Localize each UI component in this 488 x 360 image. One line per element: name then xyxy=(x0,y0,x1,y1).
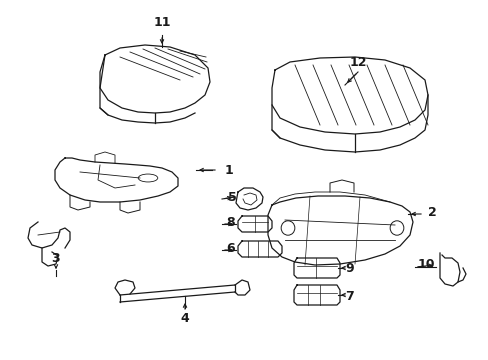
Text: 12: 12 xyxy=(348,55,366,68)
Text: 9: 9 xyxy=(345,261,353,274)
Text: 7: 7 xyxy=(345,289,353,302)
Text: 11: 11 xyxy=(153,15,170,28)
Text: 1: 1 xyxy=(224,163,233,176)
Text: 3: 3 xyxy=(52,252,60,265)
Text: 2: 2 xyxy=(427,206,436,219)
Text: 4: 4 xyxy=(180,311,189,324)
Text: 10: 10 xyxy=(417,258,435,271)
Text: 8: 8 xyxy=(225,216,234,229)
Text: 5: 5 xyxy=(227,190,236,203)
Text: 6: 6 xyxy=(225,242,234,255)
